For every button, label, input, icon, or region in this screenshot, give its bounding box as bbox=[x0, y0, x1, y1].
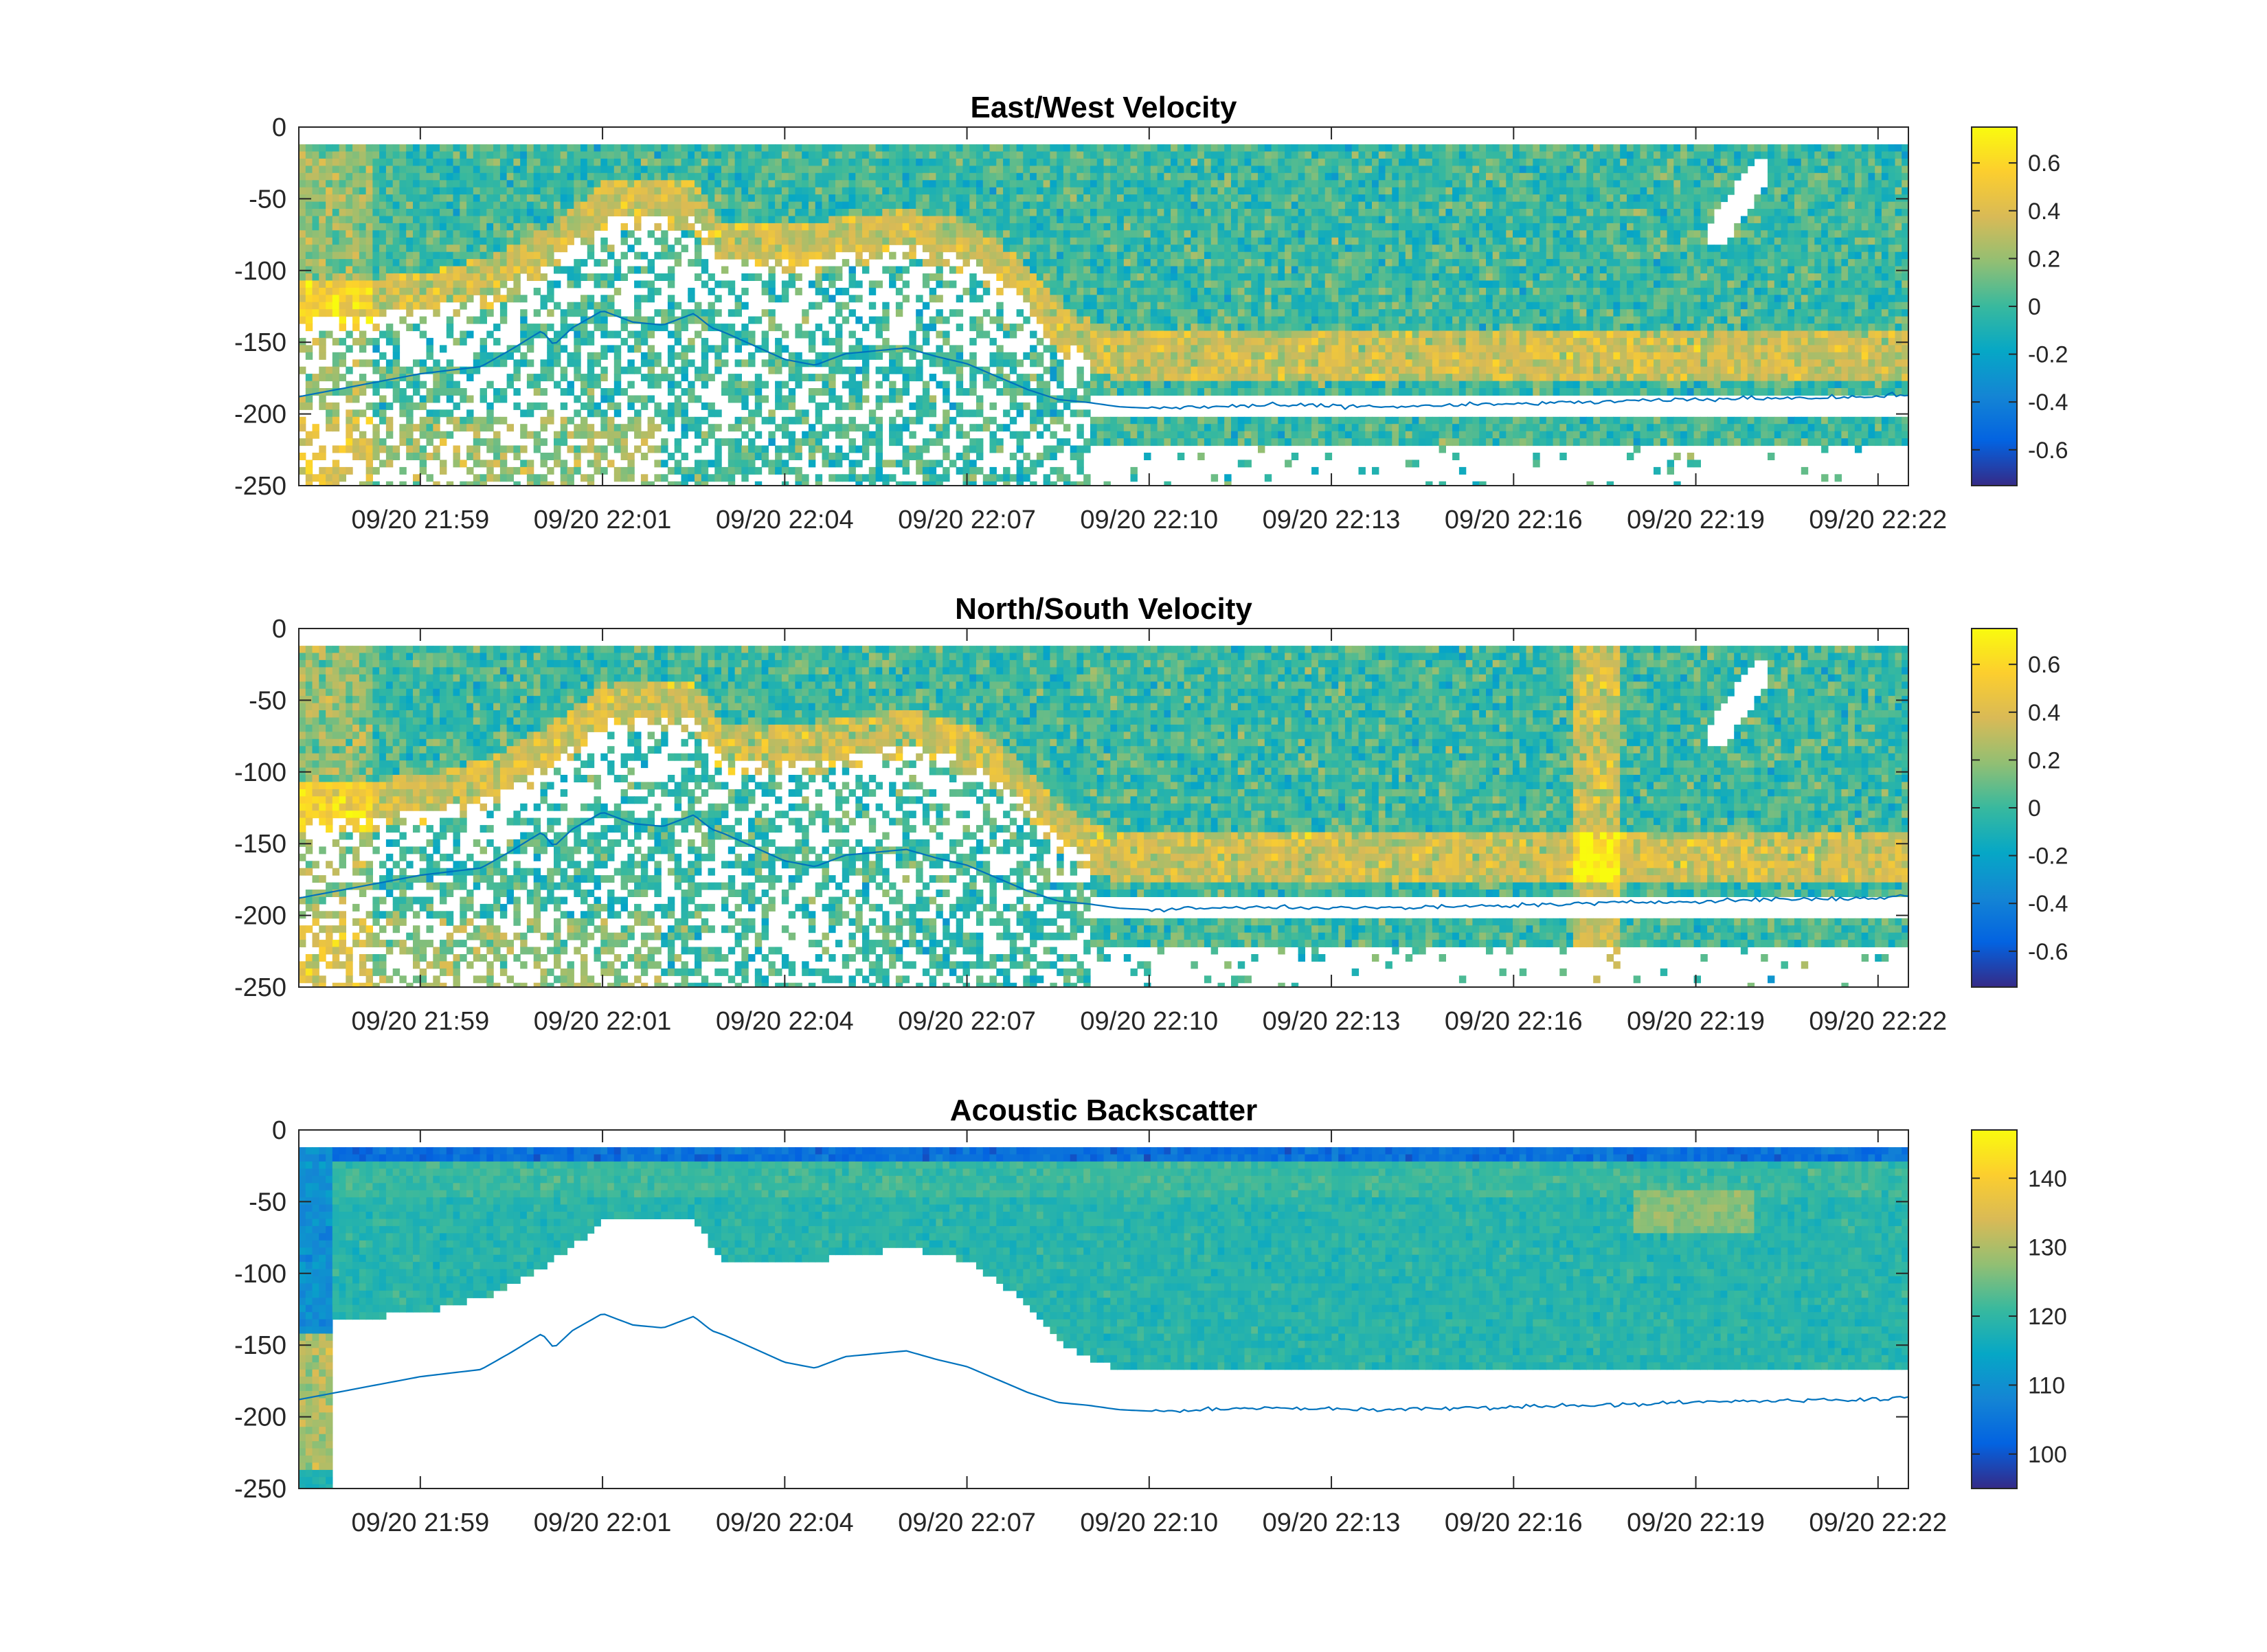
colorbar-tick-label: -0.6 bbox=[2028, 438, 2068, 464]
y-tick-label: -100 bbox=[234, 1260, 286, 1289]
x-tick-label: 09/20 22:22 bbox=[1809, 506, 1947, 534]
x-tick-label: 09/20 22:04 bbox=[716, 1007, 854, 1036]
colorbar-tick-label: 0.4 bbox=[2028, 700, 2060, 726]
y-tick-label: -150 bbox=[234, 1331, 286, 1360]
colorbar: 0.6 0.4 0.2 0 -0.2 -0.4 -0.6 bbox=[1972, 629, 2068, 987]
y-tick-label: 0 bbox=[272, 113, 286, 142]
colorbar: 140 130 120 110 100 bbox=[1972, 1130, 2067, 1489]
x-tick-label: 09/20 22:07 bbox=[898, 1007, 1036, 1036]
y-tick-label: -100 bbox=[234, 758, 286, 787]
x-tick-label: 09/20 21:59 bbox=[351, 506, 489, 534]
x-tick-label: 09/20 22:10 bbox=[1080, 506, 1218, 534]
colorbar-tick-label: -0.4 bbox=[2028, 891, 2068, 917]
x-tick-label: 09/20 22:10 bbox=[1080, 1508, 1218, 1537]
colorbar-tick-label: 140 bbox=[2028, 1166, 2067, 1192]
x-tick-label: 09/20 22:13 bbox=[1263, 506, 1401, 534]
x-tick-label: 09/20 22:19 bbox=[1627, 1007, 1765, 1036]
x-tick-label: 09/20 22:22 bbox=[1809, 1508, 1947, 1537]
colorbar-tick-label: -0.4 bbox=[2028, 389, 2068, 416]
y-tick-label: -250 bbox=[234, 973, 286, 1002]
x-tick-label: 09/20 22:04 bbox=[716, 506, 854, 534]
x-tick-label: 09/20 22:19 bbox=[1627, 1508, 1765, 1537]
heatmap-cells bbox=[299, 646, 1909, 988]
y-tick-label: -200 bbox=[234, 400, 286, 429]
y-tick-label: -200 bbox=[234, 1403, 286, 1432]
heatmap-cells bbox=[299, 1147, 1909, 1489]
x-tick-label: 09/20 21:59 bbox=[351, 1508, 489, 1537]
colorbar-gradient bbox=[1972, 1130, 2017, 1489]
panel-2: North/South Velocity 0 -50 -100 -150 -200 -250… bbox=[234, 592, 2068, 1036]
y-tick-label: 0 bbox=[272, 615, 286, 644]
x-tick-label: 09/20 22:22 bbox=[1809, 1007, 1947, 1036]
colorbar-tick-label: 0.2 bbox=[2028, 246, 2060, 272]
colorbar-tick-label: -0.6 bbox=[2028, 939, 2068, 965]
x-tick-label: 09/20 22:07 bbox=[898, 1508, 1036, 1537]
colorbar-tick-label: 0.6 bbox=[2028, 652, 2060, 678]
colorbar-tick-label: 130 bbox=[2028, 1235, 2067, 1261]
x-tick-label: 09/20 22:07 bbox=[898, 506, 1036, 534]
x-tick-label: 09/20 22:16 bbox=[1445, 506, 1583, 534]
y-tick-label: -250 bbox=[234, 1475, 286, 1504]
colorbar-tick-label: 0 bbox=[2028, 294, 2041, 320]
x-tick-label: 09/20 22:13 bbox=[1263, 1508, 1401, 1537]
x-tick-label: 09/20 22:16 bbox=[1445, 1007, 1583, 1036]
panel-3: Acoustic Backscatter 0 -50 -100 -150 -200 -250… bbox=[234, 1094, 2067, 1537]
x-tick-label: 09/20 22:16 bbox=[1445, 1508, 1583, 1537]
colorbar-tick-label: -0.2 bbox=[2028, 342, 2068, 368]
y-tick-label: -50 bbox=[249, 686, 286, 715]
x-tick-label: 09/20 22:01 bbox=[534, 1007, 672, 1036]
y-tick-label: -50 bbox=[249, 1188, 286, 1217]
colorbar-tick-label: 100 bbox=[2028, 1442, 2067, 1468]
heatmap-cells bbox=[299, 144, 1909, 486]
y-tick-label: -200 bbox=[234, 902, 286, 931]
x-tick-label: 09/20 22:04 bbox=[716, 1508, 854, 1537]
y-tick-label: -50 bbox=[249, 185, 286, 214]
x-tick-label: 09/20 22:19 bbox=[1627, 506, 1765, 534]
colorbar-tick-label: 120 bbox=[2028, 1304, 2067, 1330]
y-tick-label: -100 bbox=[234, 257, 286, 286]
colorbar-tick-label: -0.2 bbox=[2028, 844, 2068, 870]
panel-title: North/South Velocity bbox=[955, 592, 1252, 626]
y-tick-label: -150 bbox=[234, 328, 286, 357]
x-tick-label: 09/20 22:13 bbox=[1263, 1007, 1401, 1036]
panel-title: East/West Velocity bbox=[970, 91, 1237, 124]
y-tick-label: -150 bbox=[234, 830, 286, 859]
x-tick-label: 09/20 22:01 bbox=[534, 506, 672, 534]
colorbar-tick-label: 0.6 bbox=[2028, 150, 2060, 177]
y-tick-label: 0 bbox=[272, 1116, 286, 1145]
x-tick-label: 09/20 22:10 bbox=[1080, 1007, 1218, 1036]
x-tick-label: 09/20 21:59 bbox=[351, 1007, 489, 1036]
panel-1: East/West Velocity 0 -50 -100 -150 -200 -250 09… bbox=[234, 91, 2068, 534]
y-tick-label: -250 bbox=[234, 472, 286, 501]
colorbar-tick-label: 110 bbox=[2028, 1372, 2065, 1399]
colorbar-tick-label: 0.2 bbox=[2028, 747, 2060, 773]
colorbar: 0.6 0.4 0.2 0 -0.2 -0.4 -0.6 bbox=[1972, 127, 2068, 486]
panel-title: Acoustic Backscatter bbox=[950, 1094, 1258, 1127]
colorbar-tick-label: 0.4 bbox=[2028, 199, 2060, 225]
colorbar-tick-label: 0 bbox=[2028, 795, 2041, 822]
x-tick-label: 09/20 22:01 bbox=[534, 1508, 672, 1537]
